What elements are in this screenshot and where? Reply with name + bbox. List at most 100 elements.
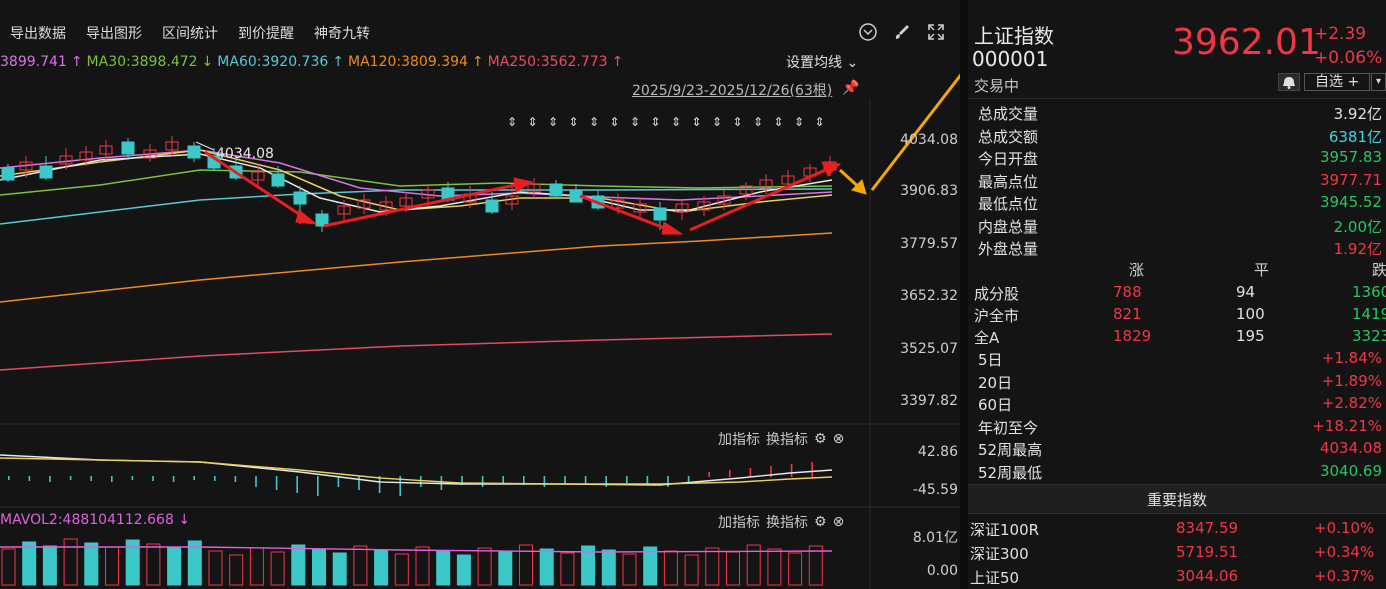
ma-value: 3899.741 [0,54,67,70]
index-row-name: 上证50 [970,569,1020,587]
close-icon[interactable]: ⊗ [832,431,845,447]
trend-arrows [204,73,960,235]
export-image-button[interactable]: 导出图形 [86,26,142,42]
period-row: 52周最低 3040.69 [978,462,1382,483]
breadth-label: 全A [974,329,1000,347]
stat-row: 今日开盘 3957.83 [978,148,1382,169]
breadth-label: 成分股 [974,285,1020,303]
svg-text:⇕: ⇕ [691,115,701,129]
stat-label: 总成交额 [978,127,1039,146]
vol-legend-label: MAVOL2:488104112.668 [0,512,174,528]
add-watchlist-button[interactable]: 自选 + [1304,73,1370,91]
price-alert-button[interactable]: 到价提醒 [238,26,294,42]
macd-dea-line [0,457,833,485]
gear-icon[interactable]: ⚙ [814,431,827,447]
quote-panel: 上证指数 000001 交易中 3962.01 +2.39 +0.06% 自选 … [968,0,1386,589]
stat-label: 外盘总量 [978,240,1039,258]
price-tick: 4034.08 [900,132,958,148]
price-tick: 3779.57 [900,236,958,252]
period-row: 年初至今 +18.21% [978,417,1382,438]
expand-icon[interactable] [926,22,946,42]
brush-icon[interactable] [892,22,912,42]
ma120-value: MA120:3809.394 [348,54,468,70]
volume-panel [1,538,823,586]
ma30-arrow: ↓ [201,54,214,70]
breadth-up: 821 [1113,305,1142,323]
ma250-arrow: ↑ [611,54,624,70]
kline-chart[interactable]: 4034.08 ⇕ ⇕ ⇕ ⇕ ⇕ ⇕ ⇕ ⇕ ⇕ ⇕ ⇕ ⇕ ⇕ ⇕ ⇕ ⇕ [0,0,960,589]
index-code: 000001 [972,47,1049,71]
signal-arrows: ⇕ ⇕ ⇕ ⇕ ⇕ ⇕ ⇕ ⇕ ⇕ ⇕ ⇕ ⇕ ⇕ ⇕ ⇕ ⇕ [507,115,825,129]
important-indexes-header: 重要指数 [968,484,1386,514]
index-row[interactable]: 上证50 3044.06 +0.37% [968,567,1386,589]
ma-arrow: ↑ [70,54,83,70]
ma250-line [0,333,833,371]
stat-label: 最低点位 [978,195,1039,213]
toolbar-icons [858,22,946,42]
stat-row: 最低点位 3945.52 [978,193,1382,214]
add-indicator-button[interactable]: 加指标 [718,515,760,531]
stat-label: 内盘总量 [978,217,1039,236]
bell-icon[interactable] [1278,73,1300,91]
gear-icon[interactable]: ⚙ [814,514,827,530]
period-label: 52周最低 [978,463,1043,482]
range-stats-button[interactable]: 区间统计 [162,26,218,42]
svg-text:⇕: ⇕ [671,115,681,129]
period-value: +18.21% [1312,416,1382,435]
export-data-button[interactable]: 导出数据 [10,26,66,42]
panel-divider[interactable] [960,0,968,589]
stat-value: 1.92亿 [1333,240,1382,258]
ma30-line [0,169,833,196]
date-range-link[interactable]: 2025/9/23-2025/12/26(63根) [632,83,833,99]
ma120-line [0,232,833,303]
index-row[interactable]: 深证300 5719.51 +0.34% [968,543,1386,565]
vol-tick: 0.00 [926,563,958,579]
price-change: +2.39 +0.06% [1314,22,1382,70]
down-header: 跌 [1372,261,1386,279]
stat-value: 3.92亿 [1333,105,1382,123]
high-annotation: 4034.08 [216,146,274,162]
chevron-circle-icon[interactable] [858,22,878,42]
ma-white-line [0,153,833,213]
breadth-up: 1829 [1113,327,1152,345]
ma120-arrow: ↑ [471,54,484,70]
stat-value: 6381亿 [1328,127,1382,146]
period-row: 52周最高 4034.08 [978,439,1382,460]
set-ma-button[interactable]: 设置均线 ⌄ [786,55,859,71]
price-tick: 3906.83 [900,183,958,199]
ma60-value: MA60:3920.736 [217,54,329,70]
stat-label: 今日开盘 [978,150,1039,168]
period-label: 52周最高 [978,441,1043,459]
add-indicator-button[interactable]: 加指标 [718,432,760,448]
close-icon[interactable]: ⊗ [832,514,845,530]
swap-indicator-button[interactable]: 换指标 [766,432,808,448]
period-label: 年初至今 [978,418,1039,437]
stat-row: 内盘总量 2.00亿 [978,216,1382,237]
index-row-name: 深证300 [970,545,1029,563]
period-value: 4034.08 [1319,439,1382,457]
period-row: 20日 +1.89% [978,372,1382,393]
period-row: 5日 +1.84% [978,349,1382,370]
vol-ma-line [0,546,833,553]
period-value: +1.89% [1321,371,1382,390]
watchlist-dropdown-icon[interactable]: ▾ [1371,73,1386,91]
index-name: 上证指数 [974,24,1054,48]
svg-text:⇕: ⇕ [548,115,558,129]
index-row[interactable]: 深证100R 8347.59 +0.10% [968,519,1386,541]
macd-panel [8,462,813,496]
vol-controls: 加指标 换指标 ⚙ ⊗ [718,512,844,532]
index-row-value: 3044.06 [1176,567,1239,585]
magic-nine-button[interactable]: 神奇九转 [314,26,370,42]
period-value: +1.84% [1321,349,1382,367]
price-tick: 3397.82 [900,393,958,409]
ma60-arrow: ↑ [332,54,345,70]
breadth-row: 沪全市 821 100 1419 [974,305,1386,327]
last-price: 3962.01 [1172,22,1321,63]
flat-header: 平 [1254,261,1270,279]
swap-indicator-button[interactable]: 换指标 [766,515,808,531]
pin-icon[interactable]: 📌 [842,80,860,96]
vol-tick: 8.01亿 [912,530,958,546]
stat-label: 总成交量 [978,105,1039,123]
stat-value: 2.00亿 [1333,217,1382,236]
